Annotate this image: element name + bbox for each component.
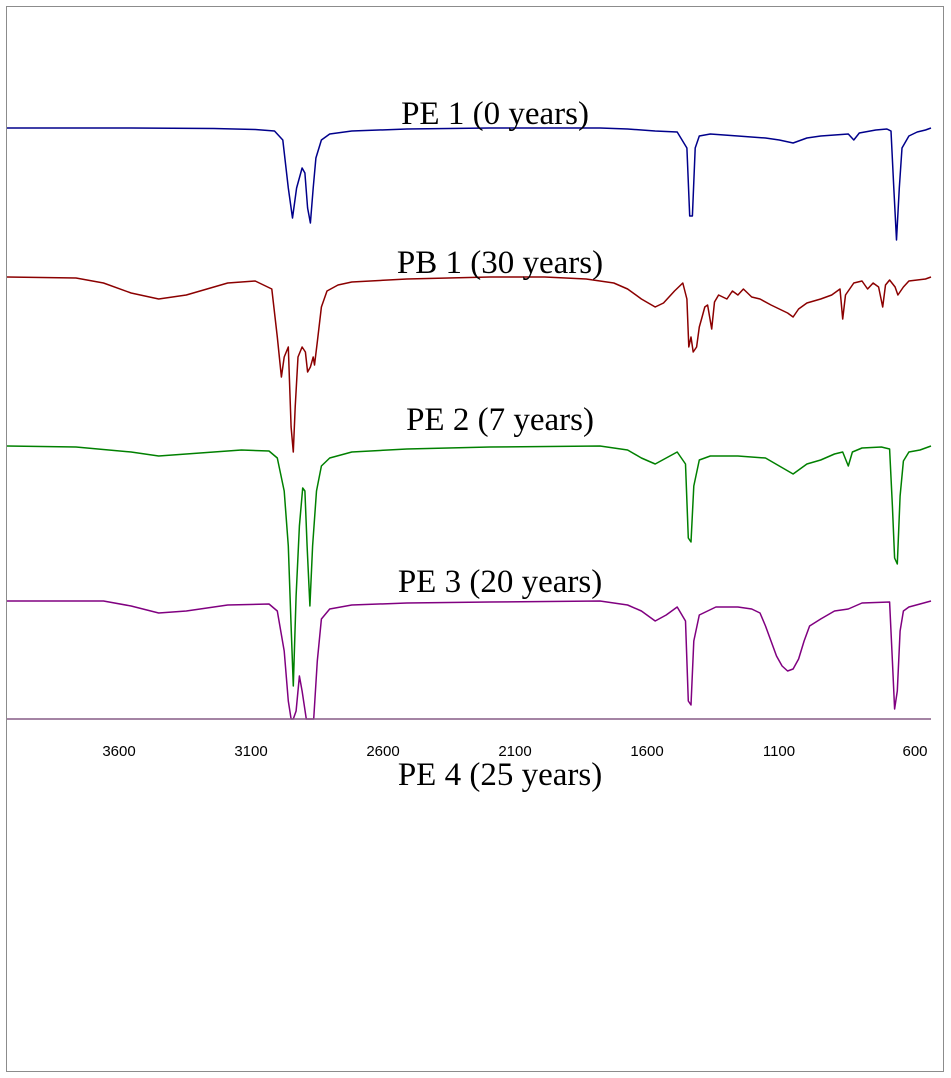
x-tick-label: 600 bbox=[902, 743, 927, 760]
series-label-pe3: PE 3 (20 years) bbox=[398, 564, 602, 600]
x-tick-label: 1100 bbox=[763, 743, 795, 760]
series-line-2 bbox=[6, 276, 932, 453]
series-line-3 bbox=[6, 445, 932, 687]
x-tick-label: 3600 bbox=[102, 743, 135, 760]
series-label-pe1: PE 1 (0 years) bbox=[401, 96, 589, 132]
series-label-pb1: PB 1 (30 years) bbox=[397, 245, 603, 281]
series-line-1 bbox=[7, 127, 932, 241]
series-labels: PE 1 (0 years) PB 1 (30 years) PE 2 (7 y… bbox=[397, 96, 603, 793]
series-label-pe4: PE 4 (25 years) bbox=[398, 757, 602, 793]
x-tick-label: 3100 bbox=[234, 743, 267, 760]
series-label-pe2: PE 2 (7 years) bbox=[406, 402, 594, 438]
chart-frame bbox=[6, 6, 944, 1072]
x-tick-label: 2100 bbox=[498, 743, 531, 760]
x-tick-label: 1600 bbox=[630, 743, 663, 760]
x-tick-label: 2600 bbox=[366, 743, 399, 760]
x-axis-ticks: 3600 3100 2600 2100 1600 1100 600 bbox=[102, 743, 927, 760]
series-line-4 bbox=[7, 600, 932, 720]
